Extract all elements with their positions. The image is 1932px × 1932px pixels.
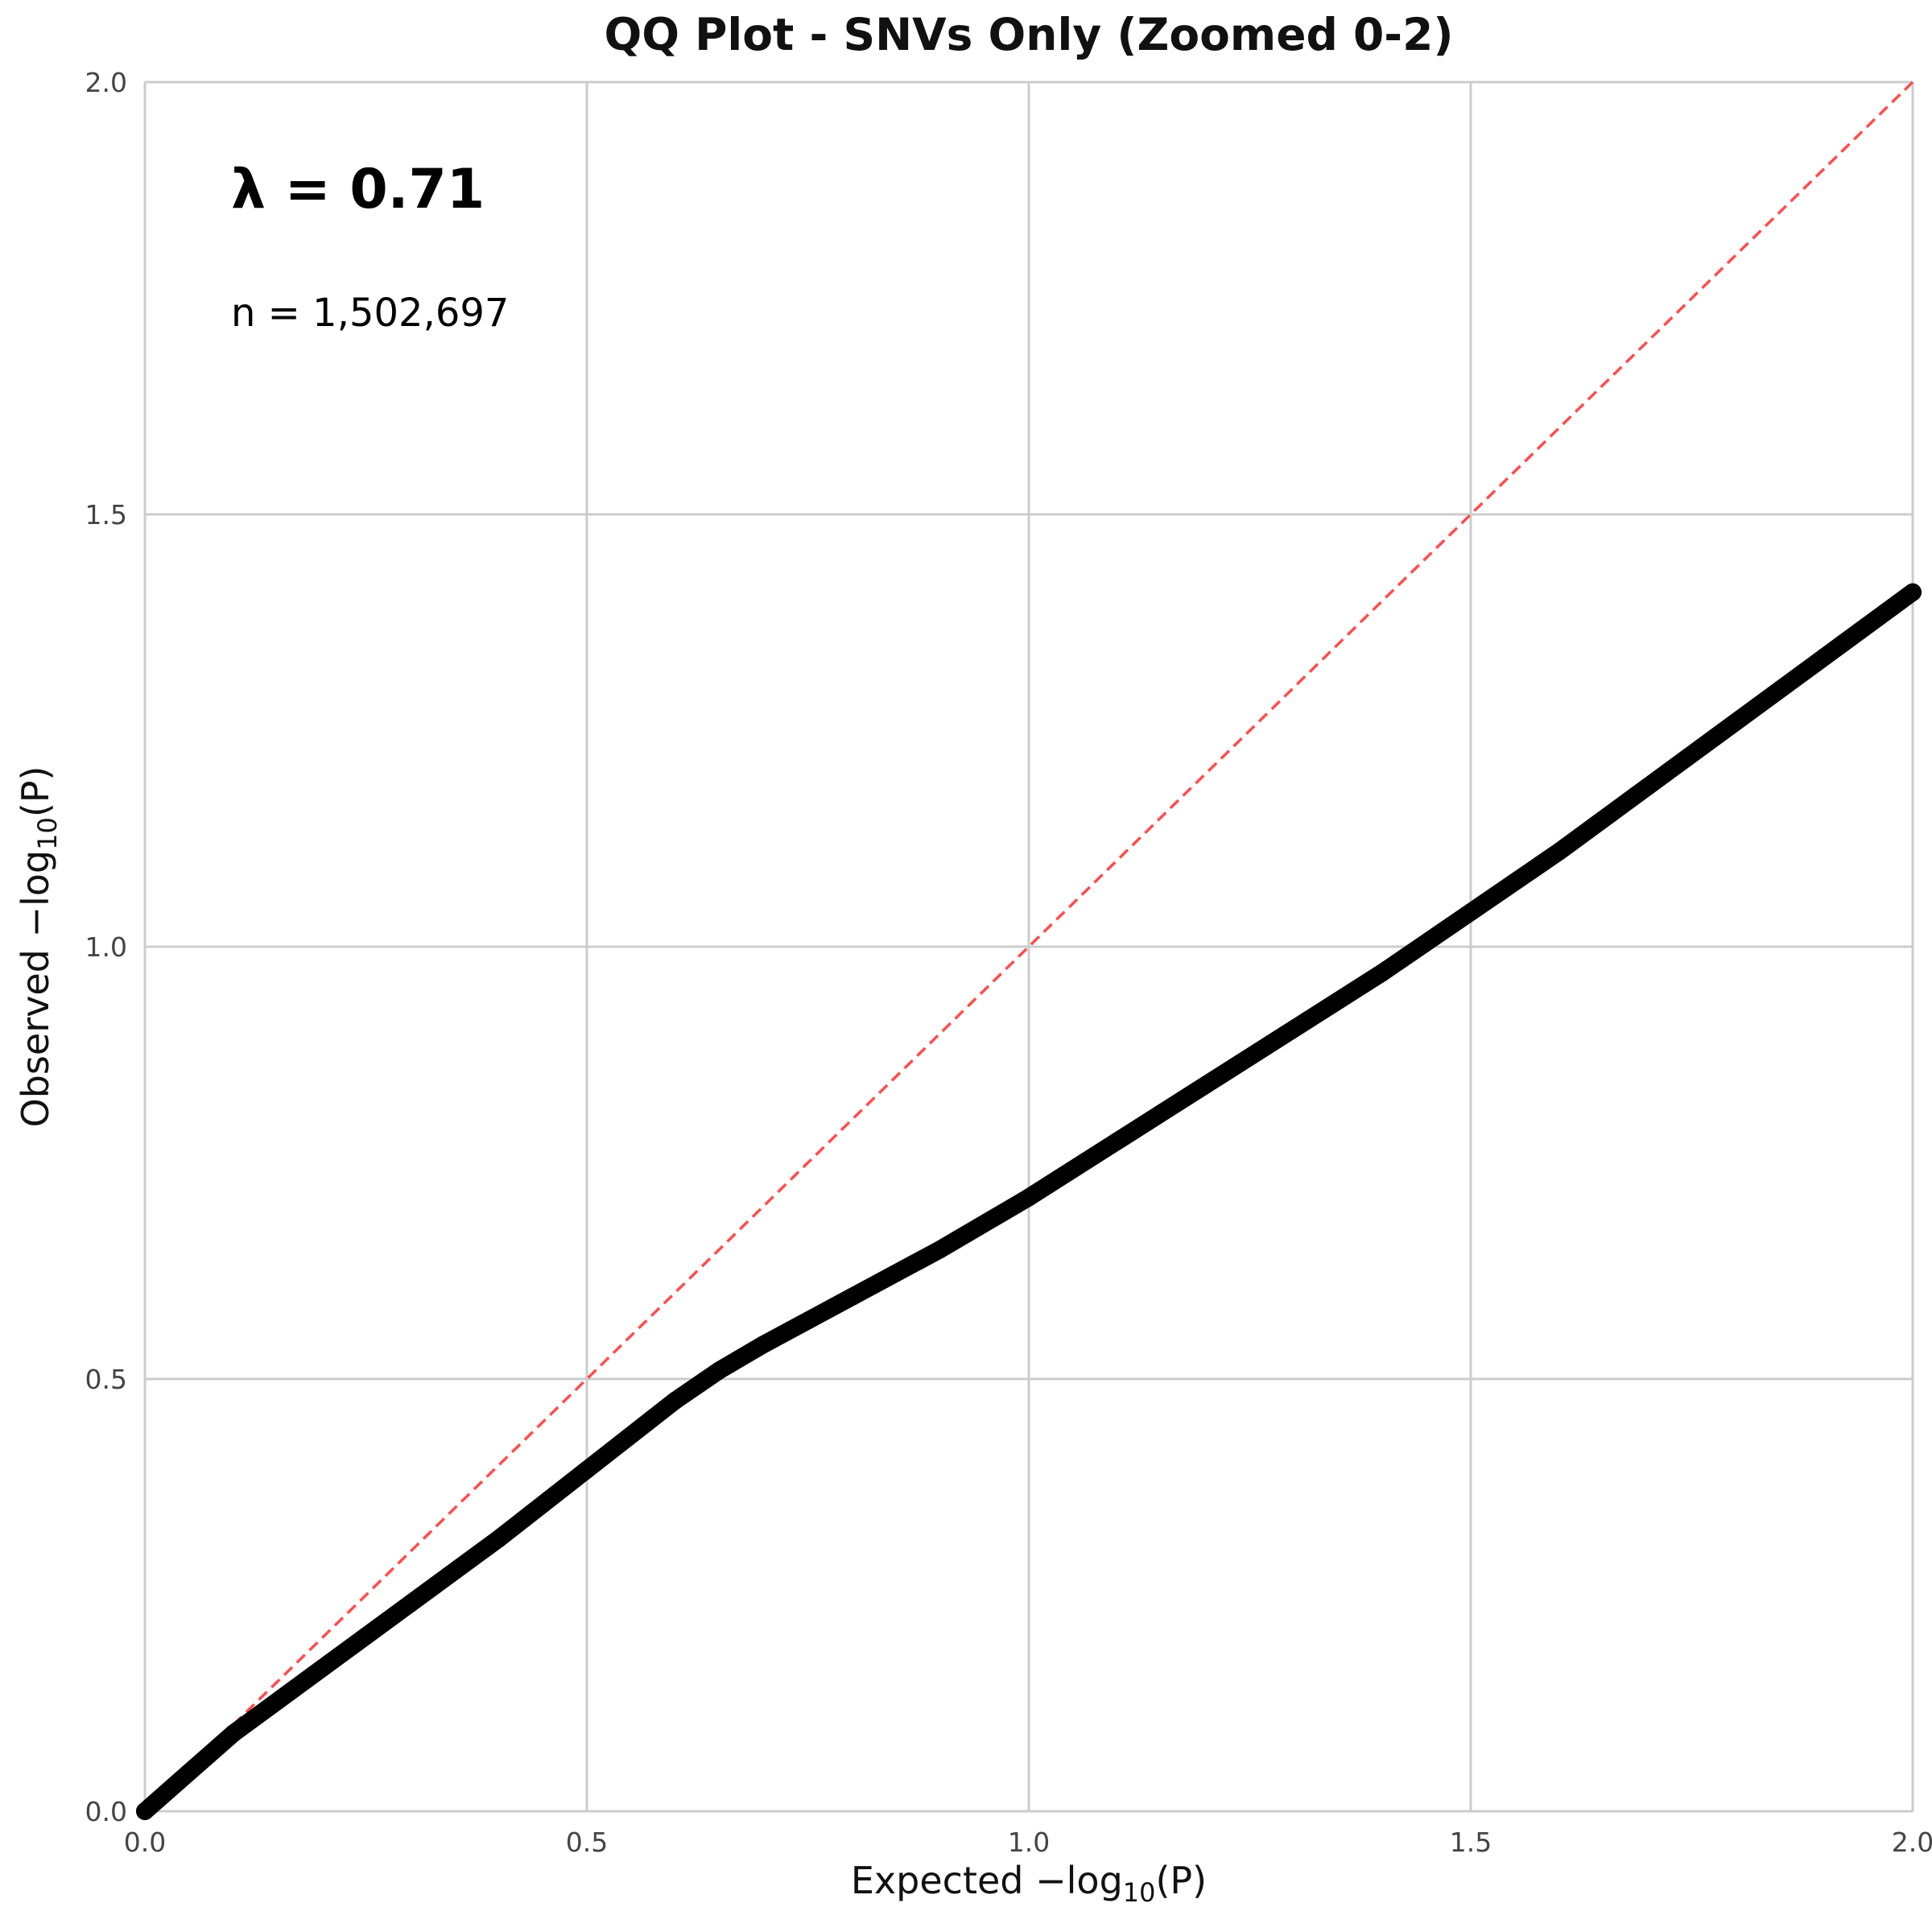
data-point (180, 1763, 198, 1781)
lambda-annotation: λ = 0.71 (231, 158, 485, 221)
reference-line (143, 80, 1914, 1813)
reference-line-group (143, 80, 1914, 1813)
data-point (578, 1460, 596, 1479)
x-axis-label-suffix: (P) (1155, 1859, 1207, 1902)
data-point (1904, 583, 1922, 601)
data-point (401, 1595, 419, 1613)
data-point (710, 1361, 729, 1380)
x-axis-label-subscript: 10 (1123, 1877, 1156, 1908)
x-tick-label-4: 2.0 (1892, 1827, 1932, 1858)
y-tick-label-1: 0.5 (85, 1364, 127, 1395)
data-point (1550, 842, 1568, 861)
data-series (136, 583, 1922, 1820)
data-point (1108, 1132, 1126, 1150)
data-point (1462, 903, 1480, 922)
data-point (224, 1724, 242, 1743)
y-tick-label-2: 1.0 (85, 931, 127, 963)
data-point (1373, 964, 1392, 982)
axes (143, 82, 1913, 1813)
y-axis-label-subscript: 10 (32, 817, 63, 850)
tick-labels: 0.0 0.5 1.0 1.5 2.0 0.0 0.5 1.0 1.5 2.0 (85, 67, 1932, 1858)
data-point (843, 1287, 861, 1306)
x-tick-label-2: 1.0 (1008, 1827, 1050, 1858)
data-point (1638, 778, 1657, 796)
data-point (1020, 1188, 1038, 1207)
data-point (136, 1802, 154, 1820)
x-tick-label-0: 0.0 (124, 1827, 166, 1858)
data-point (754, 1335, 773, 1354)
x-tick-label-1: 0.5 (566, 1827, 608, 1858)
y-axis-label-prefix: Observed −log (14, 850, 57, 1128)
data-point (1727, 712, 1745, 731)
data-point (1815, 648, 1834, 667)
x-tick-label-3: 1.5 (1450, 1827, 1492, 1858)
data-point (931, 1240, 950, 1258)
y-tick-label-4: 2.0 (85, 67, 127, 98)
y-tick-label-3: 1.5 (85, 499, 127, 530)
chart-title: QQ Plot - SNVs Only (Zoomed 0-2) (604, 9, 1453, 60)
data-point (489, 1530, 508, 1548)
x-axis-label: Expected −log10(P) (851, 1859, 1207, 1908)
data-point (1285, 1020, 1303, 1038)
data-point (1196, 1075, 1215, 1094)
y-axis-label: Observed −log10(P) (14, 766, 63, 1128)
data-point (666, 1391, 684, 1410)
x-axis-label-prefix: Expected −log (851, 1859, 1123, 1902)
y-tick-label-0: 0.0 (85, 1796, 127, 1827)
data-point (312, 1659, 331, 1678)
sample-size-annotation: n = 1,502,697 (231, 291, 509, 336)
y-axis-label-suffix: (P) (14, 766, 57, 818)
